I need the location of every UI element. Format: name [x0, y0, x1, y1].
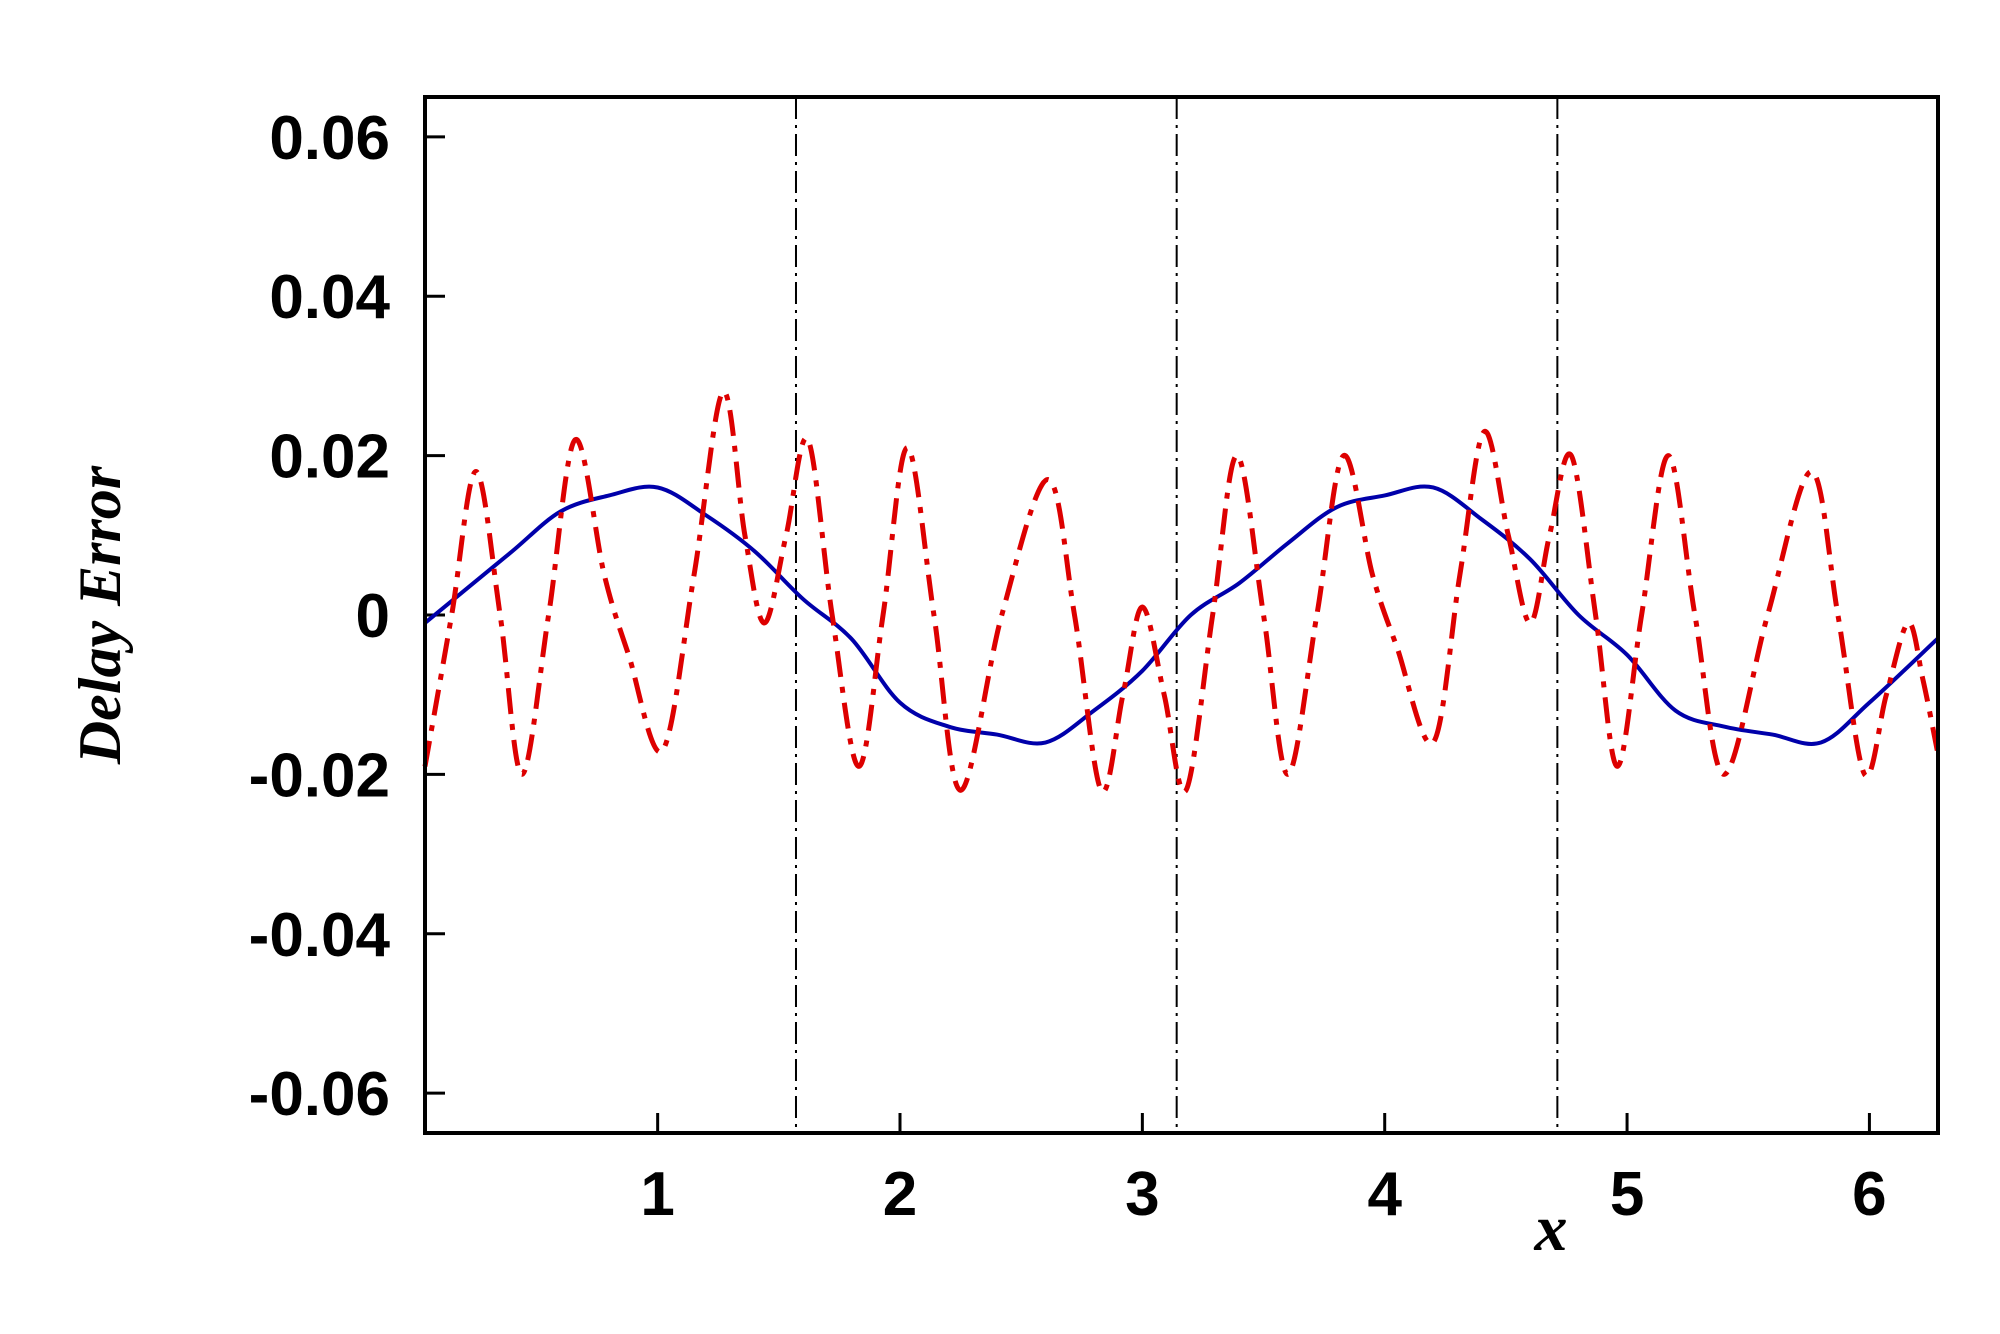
- data-line: [423, 484, 1939, 746]
- y-tick-label: -0.06: [249, 1060, 390, 1129]
- y-tick-label: -0.04: [249, 901, 391, 970]
- y-tick-label: -0.02: [249, 741, 390, 810]
- x-tick-label: 1: [640, 1160, 674, 1229]
- y-tick-label: 0: [356, 582, 390, 651]
- x-axis-label: x: [1534, 1192, 1568, 1265]
- y-tick-label: 0.06: [269, 104, 390, 173]
- y-tick-label: 0.02: [269, 423, 390, 492]
- y-axis-label: Delay Error: [67, 465, 133, 765]
- plot-frame: [423, 95, 1940, 1135]
- y-tick-label: 0.04: [269, 263, 390, 332]
- x-tick-label: 5: [1610, 1160, 1644, 1229]
- x-tick-label: 2: [883, 1160, 917, 1229]
- x-tick-label: 4: [1367, 1160, 1402, 1229]
- x-tick-label: 6: [1852, 1160, 1886, 1229]
- x-tick-label: 3: [1125, 1160, 1159, 1229]
- data-line: [422, 389, 1940, 795]
